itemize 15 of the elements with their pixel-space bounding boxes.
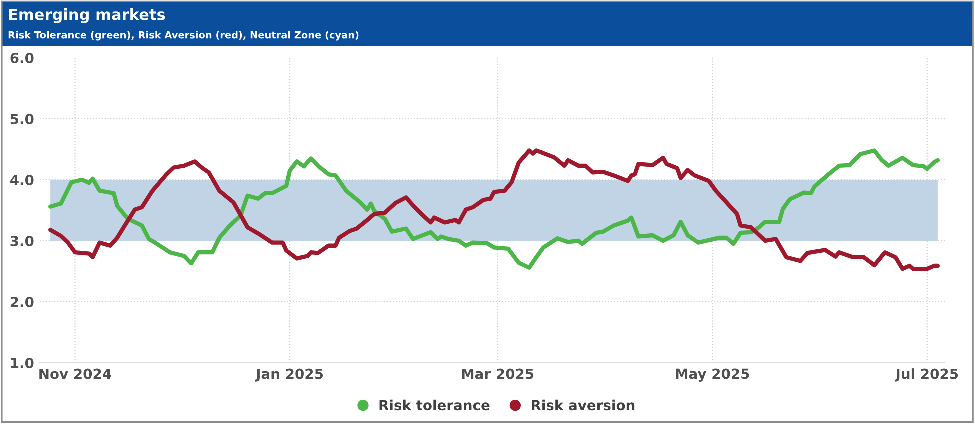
y-tick-label: 4.0	[10, 174, 34, 186]
x-tick-label: Jan 2025	[255, 368, 324, 382]
chart-subtitle: Risk Tolerance (green), Risk Aversion (red), Neutral Zone (cyan)	[8, 31, 359, 41]
x-tick-label: Mar 2025	[462, 368, 534, 380]
y-tick-label: 5.0	[10, 114, 34, 124]
legend-label: Risk tolerance	[380, 400, 490, 411]
x-tick-label: May 2025	[676, 368, 750, 382]
y-tick-label: 6.0	[10, 52, 34, 64]
chart-title: Emerging markets	[9, 8, 166, 24]
y-tick-label: 2.0	[10, 296, 34, 308]
y-tick-label: 3.0	[10, 236, 34, 246]
x-tick-label: Jul 2025	[894, 368, 958, 382]
legend-label: Risk aversion	[532, 400, 635, 411]
y-tick-label: 1.0	[11, 358, 34, 368]
x-tick-label: Nov 2024	[40, 368, 112, 380]
